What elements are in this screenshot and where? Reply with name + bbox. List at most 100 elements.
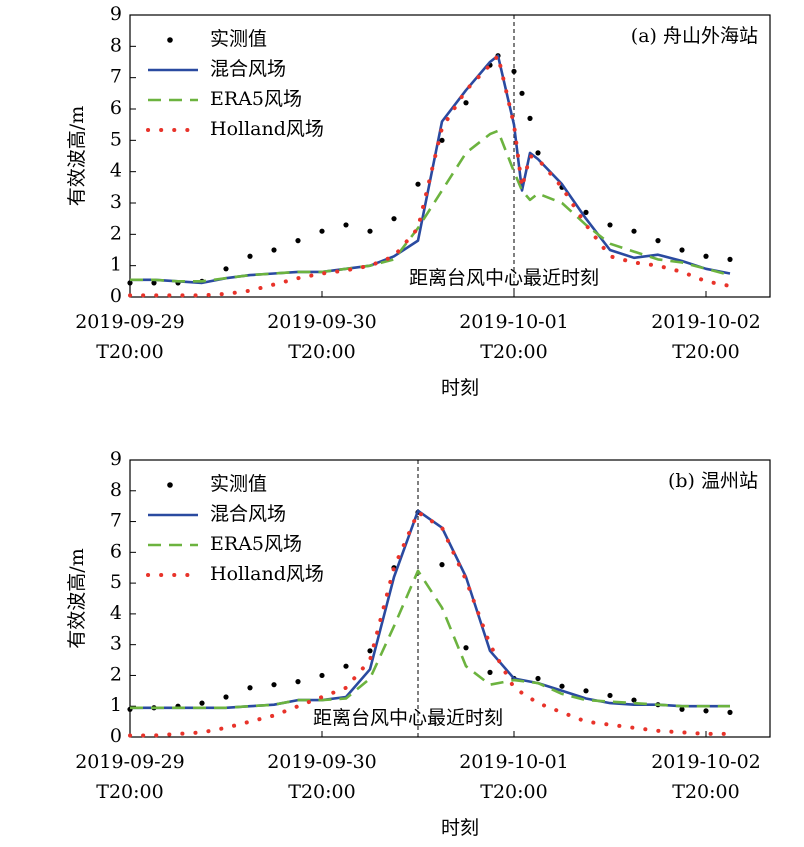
x-tick-label: T20:00	[288, 341, 355, 363]
y-tick-label: 5	[110, 128, 122, 150]
y-tick-label: 2	[110, 222, 122, 244]
observed-point	[655, 238, 661, 244]
x-tick-label: 2019-09-30	[267, 311, 377, 333]
y-tick-label: 3	[110, 633, 122, 655]
x-tick-label: 2019-10-02	[651, 751, 761, 773]
observed-point	[583, 688, 589, 694]
observed-point	[559, 683, 565, 689]
legend-label: 混合风场	[210, 503, 286, 525]
x-axis-label: 时刻	[441, 817, 479, 839]
observed-point	[631, 697, 637, 703]
y-tick-label: 0	[110, 725, 122, 747]
observed-point	[247, 685, 253, 691]
y-tick-label: 9	[110, 3, 122, 25]
y-axis-label: 有效波高/m	[66, 106, 88, 206]
y-tick-label: 6	[110, 540, 122, 562]
observed-point	[439, 137, 445, 143]
observed-point	[127, 280, 133, 286]
legend-label: Holland风场	[210, 563, 324, 585]
observed-point	[535, 150, 541, 156]
observed-point	[463, 100, 469, 106]
y-tick-label: 0	[110, 285, 122, 307]
observed-point	[727, 709, 733, 715]
observed-point	[367, 648, 373, 654]
series-line	[130, 509, 730, 710]
x-tick-label: T20:00	[672, 781, 739, 803]
observed-point	[583, 209, 589, 215]
y-tick-label: 9	[110, 448, 122, 470]
observed-point	[271, 682, 277, 688]
x-tick-label: T20:00	[480, 341, 547, 363]
plot-frame	[129, 14, 771, 298]
y-tick-label: 4	[110, 602, 122, 624]
x-tick-label: 2019-09-29	[75, 311, 185, 333]
y-tick-label: 6	[110, 97, 122, 119]
x-tick-label: 2019-10-02	[651, 311, 761, 333]
observed-point	[415, 181, 421, 187]
observed-point	[319, 228, 325, 234]
legend-label: 实测值	[210, 28, 267, 50]
observed-point	[199, 700, 205, 706]
observed-point	[607, 222, 613, 228]
observed-point	[223, 694, 229, 700]
legend-label: 实测值	[210, 473, 267, 495]
x-tick-label: 2019-10-01	[459, 751, 569, 773]
y-tick-label: 2	[110, 663, 122, 685]
y-tick-label: 8	[110, 34, 122, 56]
series-line	[130, 129, 731, 283]
observed-point	[519, 90, 525, 96]
x-tick-label: T20:00	[480, 781, 547, 803]
x-tick-label: T20:00	[96, 781, 163, 803]
observed-point	[223, 266, 229, 272]
legend-marker	[167, 37, 173, 43]
observed-point	[271, 247, 277, 253]
x-tick-label: 2019-09-29	[75, 751, 185, 773]
series-line	[130, 569, 730, 710]
y-tick-label: 5	[110, 571, 122, 593]
observed-point	[391, 216, 397, 222]
y-tick-label: 7	[110, 510, 122, 532]
y-tick-label: 3	[110, 191, 122, 213]
x-axis-label: 时刻	[441, 377, 479, 399]
y-axis-label: 有效波高/m	[66, 548, 88, 648]
observed-point	[343, 663, 349, 669]
observed-point	[295, 679, 301, 685]
y-tick-label: 4	[110, 160, 122, 182]
observed-point	[679, 247, 685, 253]
observed-point	[343, 222, 349, 228]
observed-point	[607, 692, 613, 699]
observed-point	[463, 645, 469, 651]
legend-label: ERA5风场	[210, 533, 302, 555]
observed-point	[367, 228, 373, 234]
legend-label: 混合风场	[210, 58, 286, 80]
observed-point	[319, 672, 325, 679]
legend-label: Holland风场	[210, 118, 324, 140]
observed-point	[631, 228, 637, 234]
x-tick-label: 2019-09-30	[267, 751, 377, 773]
panel-title: (a) 舟山外海站	[631, 25, 758, 47]
legend-label: ERA5风场	[210, 88, 302, 110]
y-tick-label: 7	[110, 66, 122, 88]
observed-point	[439, 562, 445, 568]
observed-point	[703, 253, 709, 259]
observed-point	[679, 706, 685, 712]
x-tick-label: 2019-10-01	[459, 311, 569, 333]
observed-point	[727, 256, 733, 262]
observed-point	[511, 68, 517, 74]
observed-point	[527, 115, 533, 121]
annotation: 距离台风中心最近时刻	[409, 267, 599, 289]
x-tick-label: T20:00	[672, 341, 739, 363]
observed-point	[247, 253, 253, 259]
annotation: 距离台风中心最近时刻	[313, 707, 503, 729]
observed-point	[487, 669, 493, 675]
observed-point	[535, 675, 541, 682]
observed-point	[295, 238, 301, 244]
legend-marker	[167, 482, 173, 488]
plot-frame	[129, 459, 771, 738]
panel-title: (b) 温州站	[668, 470, 758, 492]
x-tick-label: T20:00	[288, 781, 355, 803]
y-tick-label: 1	[110, 254, 122, 276]
x-tick-label: T20:00	[96, 341, 163, 363]
y-tick-label: 1	[110, 694, 122, 716]
